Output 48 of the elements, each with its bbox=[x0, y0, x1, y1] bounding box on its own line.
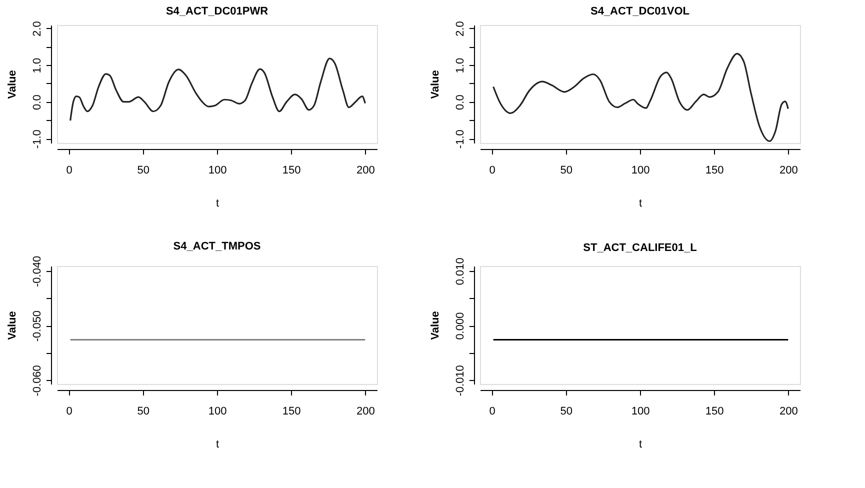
x-tick-label: 100 bbox=[631, 406, 650, 418]
y-tick-label: 1.0 bbox=[454, 58, 466, 74]
x-tick-label: 50 bbox=[560, 164, 573, 176]
x-axis-title: t bbox=[216, 438, 220, 450]
x-tick-label: 200 bbox=[356, 164, 375, 176]
x-tick-label: 0 bbox=[66, 406, 72, 418]
x-axis-title: t bbox=[216, 198, 220, 210]
x-tick-label: 100 bbox=[631, 164, 650, 176]
x-tick-label: 150 bbox=[705, 406, 724, 418]
y-tick-label: -0.010 bbox=[454, 365, 466, 396]
x-tick-label: 0 bbox=[489, 406, 496, 418]
x-tick-label: 50 bbox=[137, 164, 150, 176]
y-axis-title: Value bbox=[430, 311, 442, 340]
y-tick-label: 0.000 bbox=[454, 312, 466, 340]
x-tick-label: 50 bbox=[137, 406, 150, 418]
y-tick-label: 0.0 bbox=[454, 94, 466, 110]
x-tick-label: 150 bbox=[282, 406, 301, 418]
y-tick-label: 0.010 bbox=[454, 258, 466, 286]
y-tick-label: -1.0 bbox=[32, 130, 44, 149]
line-series bbox=[492, 52, 789, 142]
y-tick-label: -0.040 bbox=[32, 256, 44, 288]
x-tick-label: 150 bbox=[282, 164, 301, 176]
x-tick-label: 100 bbox=[208, 164, 227, 176]
x-tick-label: 200 bbox=[779, 406, 798, 418]
x-axis-title: t bbox=[638, 438, 642, 450]
line-series bbox=[70, 58, 366, 122]
x-tick-label: 0 bbox=[489, 164, 496, 176]
x-tick-label: 150 bbox=[705, 164, 724, 176]
x-axis-title: t bbox=[638, 198, 642, 210]
chart-title: ST_ACT_CALIFE01_L bbox=[583, 242, 698, 254]
y-axis-title: Value bbox=[6, 311, 18, 340]
x-tick-label: 200 bbox=[356, 406, 375, 418]
y-tick-label: 2.0 bbox=[32, 21, 44, 36]
y-tick-label: -0.050 bbox=[32, 310, 44, 342]
chart-title: S4_ACT_TMPOS bbox=[173, 240, 261, 252]
chart-title: S4_ACT_DC01VOL bbox=[590, 6, 690, 18]
y-tick-label: 0.0 bbox=[32, 94, 44, 110]
chart-title: S4_ACT_DC01PWR bbox=[166, 6, 268, 18]
x-tick-label: 0 bbox=[66, 164, 72, 176]
y-tick-label: 1.0 bbox=[32, 58, 44, 74]
y-tick-label: 2.0 bbox=[454, 21, 466, 36]
x-tick-label: 50 bbox=[560, 406, 573, 418]
y-tick-label: -1.0 bbox=[454, 130, 466, 149]
x-tick-label: 100 bbox=[208, 406, 227, 418]
y-axis-title: Value bbox=[6, 70, 18, 99]
x-tick-label: 200 bbox=[779, 164, 798, 176]
y-tick-label: -0.060 bbox=[32, 365, 44, 396]
y-axis-title: Value bbox=[430, 70, 442, 99]
